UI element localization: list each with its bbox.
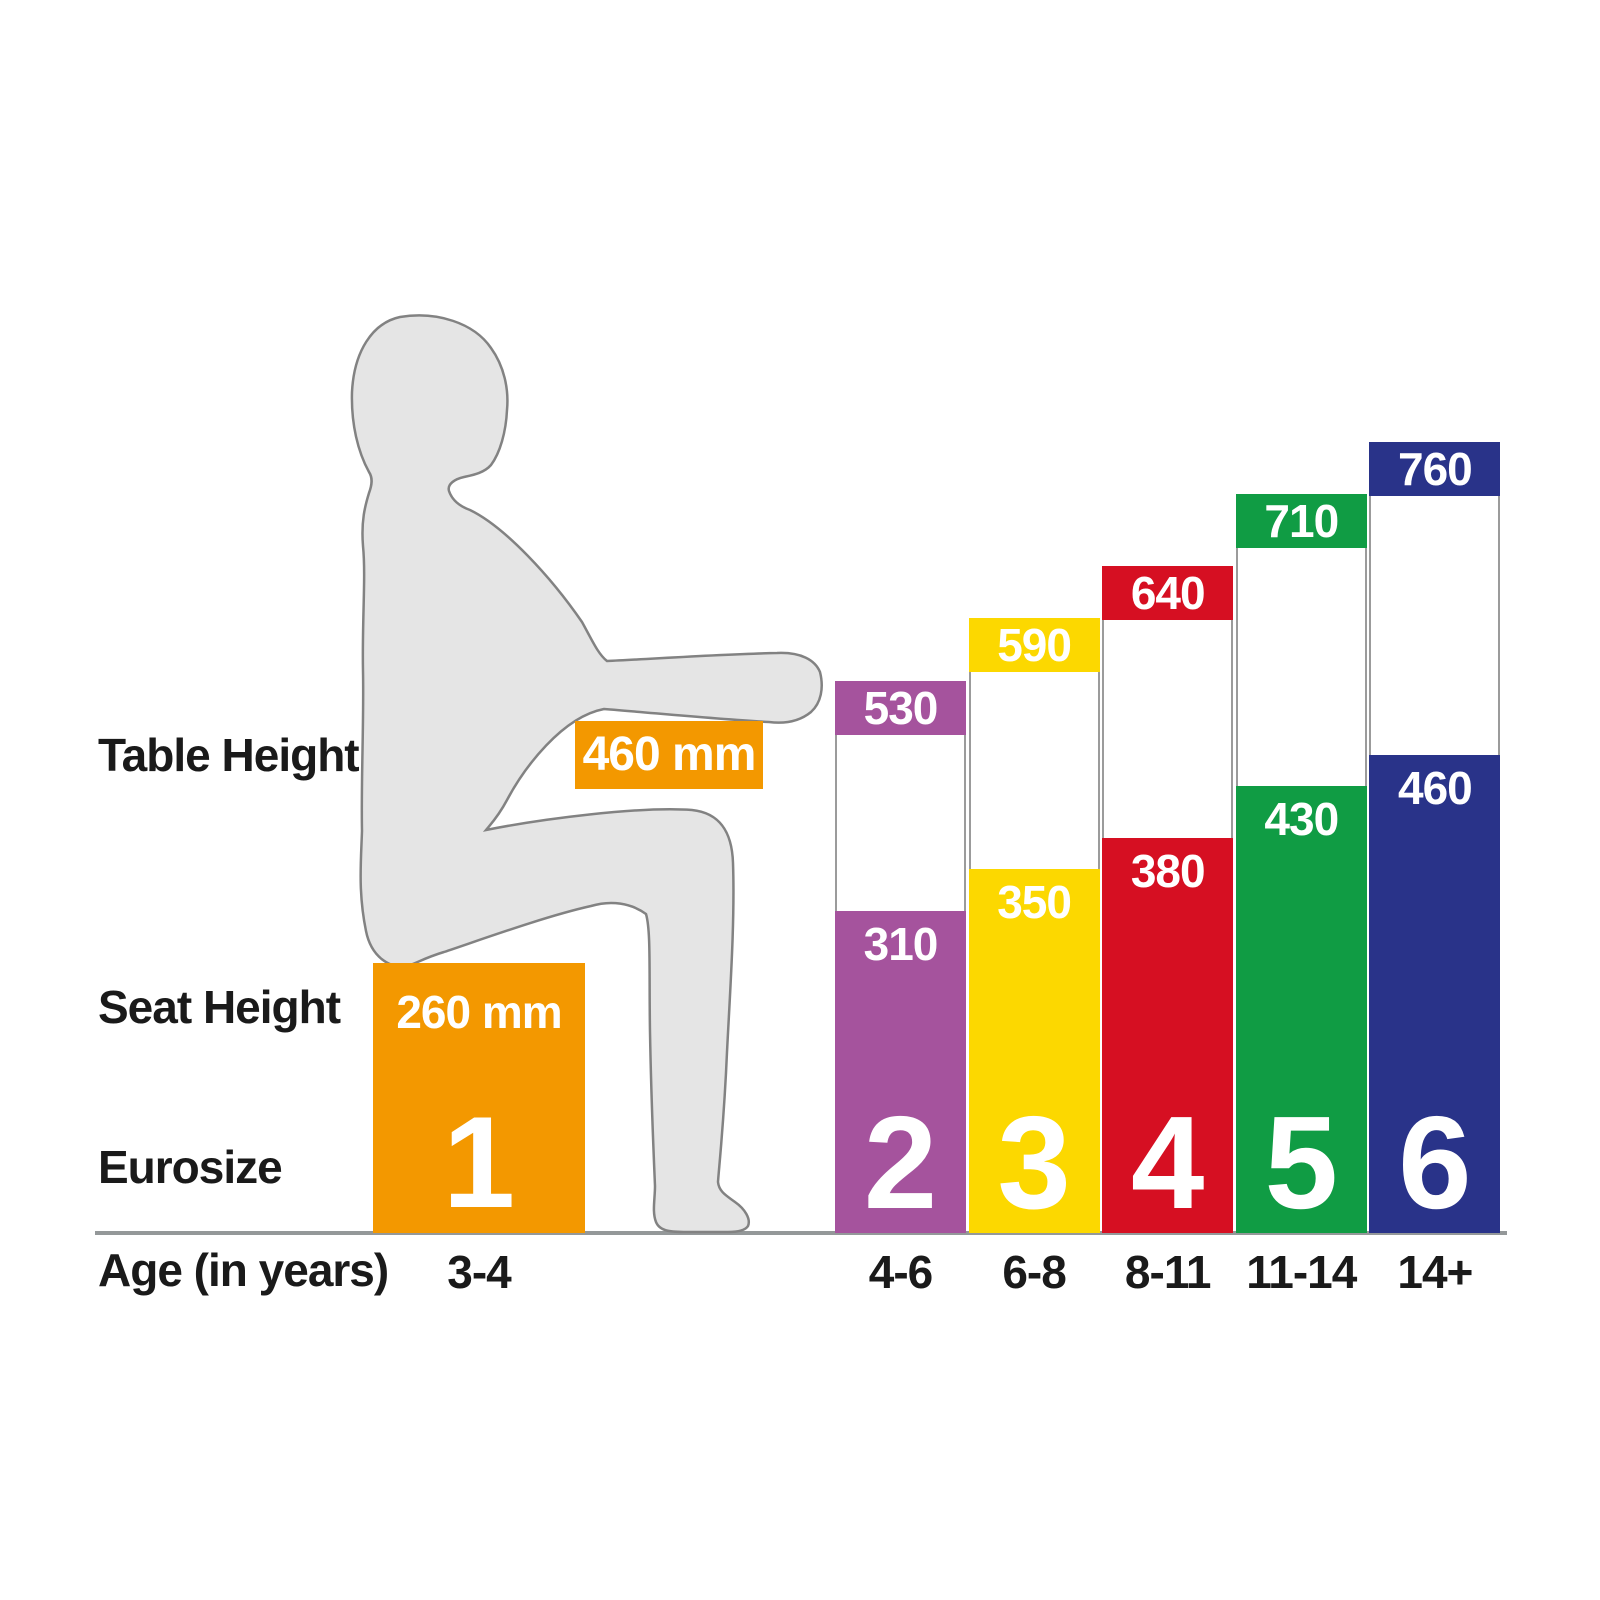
table-height-cap: 590	[968, 618, 1100, 673]
table-height-value: 760	[1398, 442, 1473, 495]
eurosize1-seat-height-value: 260 mm	[396, 985, 562, 1038]
eurosize-number: 6	[1398, 1088, 1472, 1236]
seat-height-value: 350	[997, 875, 1072, 928]
table-height-label: Table Height	[98, 729, 360, 781]
table-height-cap: 710	[1235, 493, 1367, 548]
age-label-14plus: 14+	[1397, 1245, 1473, 1298]
column-eurosize-2: 530 310 2 4-6	[835, 680, 966, 1295]
seat-section: 310 2	[835, 910, 966, 1236]
seat-section: 430 5	[1235, 785, 1367, 1236]
seat-section: 380 4	[1102, 837, 1234, 1236]
column-eurosize-4: 640 380 4 8-11	[1102, 566, 1234, 1295]
column-eurosize-5: 710 430 5 11-14	[1235, 493, 1367, 1295]
age-label-8-11: 8-11	[1124, 1245, 1212, 1298]
seat-section: 460 6	[1369, 754, 1501, 1236]
eurosize-number: 5	[1264, 1088, 1338, 1236]
table-height-value: 640	[1130, 567, 1206, 620]
column-body	[970, 672, 1098, 869]
column-body	[1237, 547, 1365, 786]
eurosize1-seat-block: 260 mm 1 3-4	[373, 962, 585, 1295]
table-height-cap: 530	[835, 680, 966, 735]
table-height-value: 530	[863, 681, 939, 734]
age-label-6-8: 6-8	[1002, 1245, 1066, 1298]
eurosize-label: Eurosize	[98, 1141, 283, 1193]
eurosize1-table-height-band: 460 mm	[575, 720, 763, 789]
seat-height-value: 310	[863, 917, 939, 970]
column-eurosize-3: 590 350 3 6-8	[968, 618, 1100, 1295]
eurosize-number: 4	[1130, 1088, 1205, 1236]
table-height-cap: 640	[1102, 566, 1234, 621]
column-body	[1371, 495, 1499, 755]
table-height-value: 710	[1264, 494, 1339, 547]
eurosize-number: 2	[863, 1088, 938, 1236]
seat-section: 350 3	[968, 868, 1100, 1236]
age-label-4-6: 4-6	[868, 1245, 933, 1298]
seat-height-label: Seat Height	[98, 981, 341, 1033]
seat-height-value: 430	[1264, 792, 1339, 845]
seat-height-value: 460	[1398, 761, 1473, 814]
column-eurosize-6: 760 460 6 14+	[1369, 441, 1501, 1295]
column-body	[837, 734, 964, 911]
seat-height-value: 380	[1130, 844, 1206, 897]
age-axis-label: Age (in years)	[98, 1244, 389, 1296]
age-label-11-14: 11-14	[1246, 1245, 1357, 1298]
column-body	[1104, 620, 1232, 838]
table-height-cap: 760	[1369, 441, 1501, 496]
eurosize1-table-height-value: 460 mm	[582, 728, 757, 782]
age-label-3-4: 3-4	[447, 1245, 511, 1298]
table-height-value: 590	[997, 619, 1072, 672]
eurosize1-number: 1	[442, 1088, 516, 1235]
eurosize-number: 3	[997, 1088, 1071, 1236]
